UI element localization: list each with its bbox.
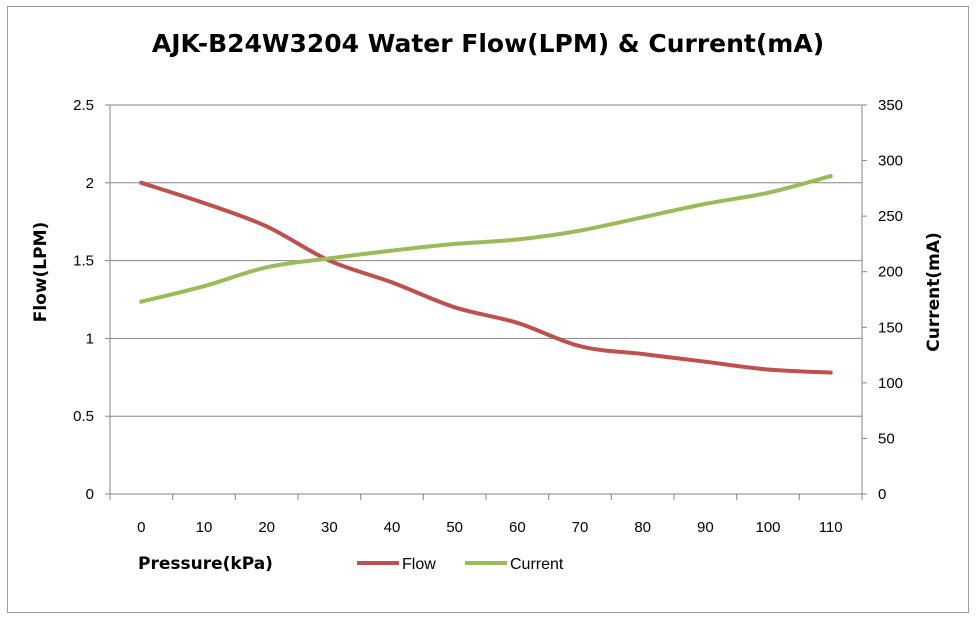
data-point-current	[578, 228, 582, 233]
data-point-current	[703, 201, 708, 206]
series-lines	[139, 174, 833, 375]
x-tick-label: 20	[258, 519, 275, 536]
axis-ticks: 0 0.5 1 1.5 2 2.5 0 50 100 150 200 250 300 350 0 10 20 30…	[73, 97, 903, 536]
data-point-flow	[640, 351, 645, 356]
y2-tick-label: 350	[878, 97, 903, 114]
y2-tick-label: 0	[878, 486, 886, 503]
data-point-current	[766, 190, 770, 195]
legend: Flow Current	[357, 556, 564, 573]
y2-tick-label: 150	[878, 319, 903, 336]
gridlines	[110, 182, 862, 417]
x-tick-label: 10	[196, 519, 213, 536]
data-point-current	[390, 248, 394, 253]
x-tick-label: 0	[137, 519, 145, 536]
data-point-flow	[828, 370, 833, 375]
y2-tick-label: 200	[878, 264, 903, 281]
legend-label-flow: Flow	[402, 556, 436, 573]
data-point-flow	[452, 305, 457, 310]
series-line-flow	[139, 180, 833, 375]
x-tick-label: 110	[819, 519, 843, 536]
y-tick-label: 0.5	[73, 408, 94, 425]
y-axis-title: Flow(LPM)	[31, 222, 51, 323]
data-point-flow	[264, 224, 269, 229]
data-point-flow	[578, 344, 582, 349]
data-point-current	[264, 265, 269, 270]
data-point-flow	[390, 280, 394, 285]
data-point-current	[515, 237, 520, 242]
y2-tick-label: 250	[878, 208, 903, 225]
plot-area	[109, 104, 863, 495]
data-point-flow	[515, 320, 520, 325]
y2-axis-title: Current(mA)	[924, 232, 944, 352]
x-tick-label: 100	[755, 519, 780, 536]
data-point-flow	[139, 180, 144, 185]
data-point-flow	[202, 201, 206, 206]
x-tick-label: 60	[509, 519, 526, 536]
x-axis-title: Pressure(kPa)	[138, 554, 273, 574]
legend-label-current: Current	[510, 556, 564, 573]
data-point-current	[202, 284, 206, 289]
x-tick-label: 50	[446, 519, 463, 536]
chart-frame	[7, 6, 969, 613]
data-point-current	[327, 256, 332, 261]
x-tick-label: 30	[321, 519, 338, 536]
y-tick-label: 0	[86, 486, 94, 503]
x-tick-label: 70	[572, 519, 589, 536]
y-tick-label: 2	[86, 175, 94, 192]
y2-tick-label: 300	[878, 153, 903, 170]
x-tick-label: 40	[384, 519, 401, 536]
x-tick-label: 80	[634, 519, 651, 536]
x-tick-label: 90	[697, 519, 714, 536]
chart-title: AJK-B24W3204 Water Flow(LPM) & Current(m…	[152, 29, 824, 58]
data-point-current	[828, 174, 833, 179]
data-point-current	[139, 299, 144, 304]
y-tick-label: 1	[86, 330, 94, 347]
y-tick-label: 1.5	[73, 253, 94, 270]
data-point-current	[640, 215, 645, 220]
series-line-current	[139, 174, 833, 304]
y2-tick-label: 50	[878, 430, 895, 447]
y2-tick-label: 100	[878, 375, 903, 392]
data-point-flow	[703, 359, 708, 364]
data-point-flow	[766, 367, 770, 372]
y-tick-label: 2.5	[73, 97, 94, 114]
data-point-current	[452, 241, 457, 246]
